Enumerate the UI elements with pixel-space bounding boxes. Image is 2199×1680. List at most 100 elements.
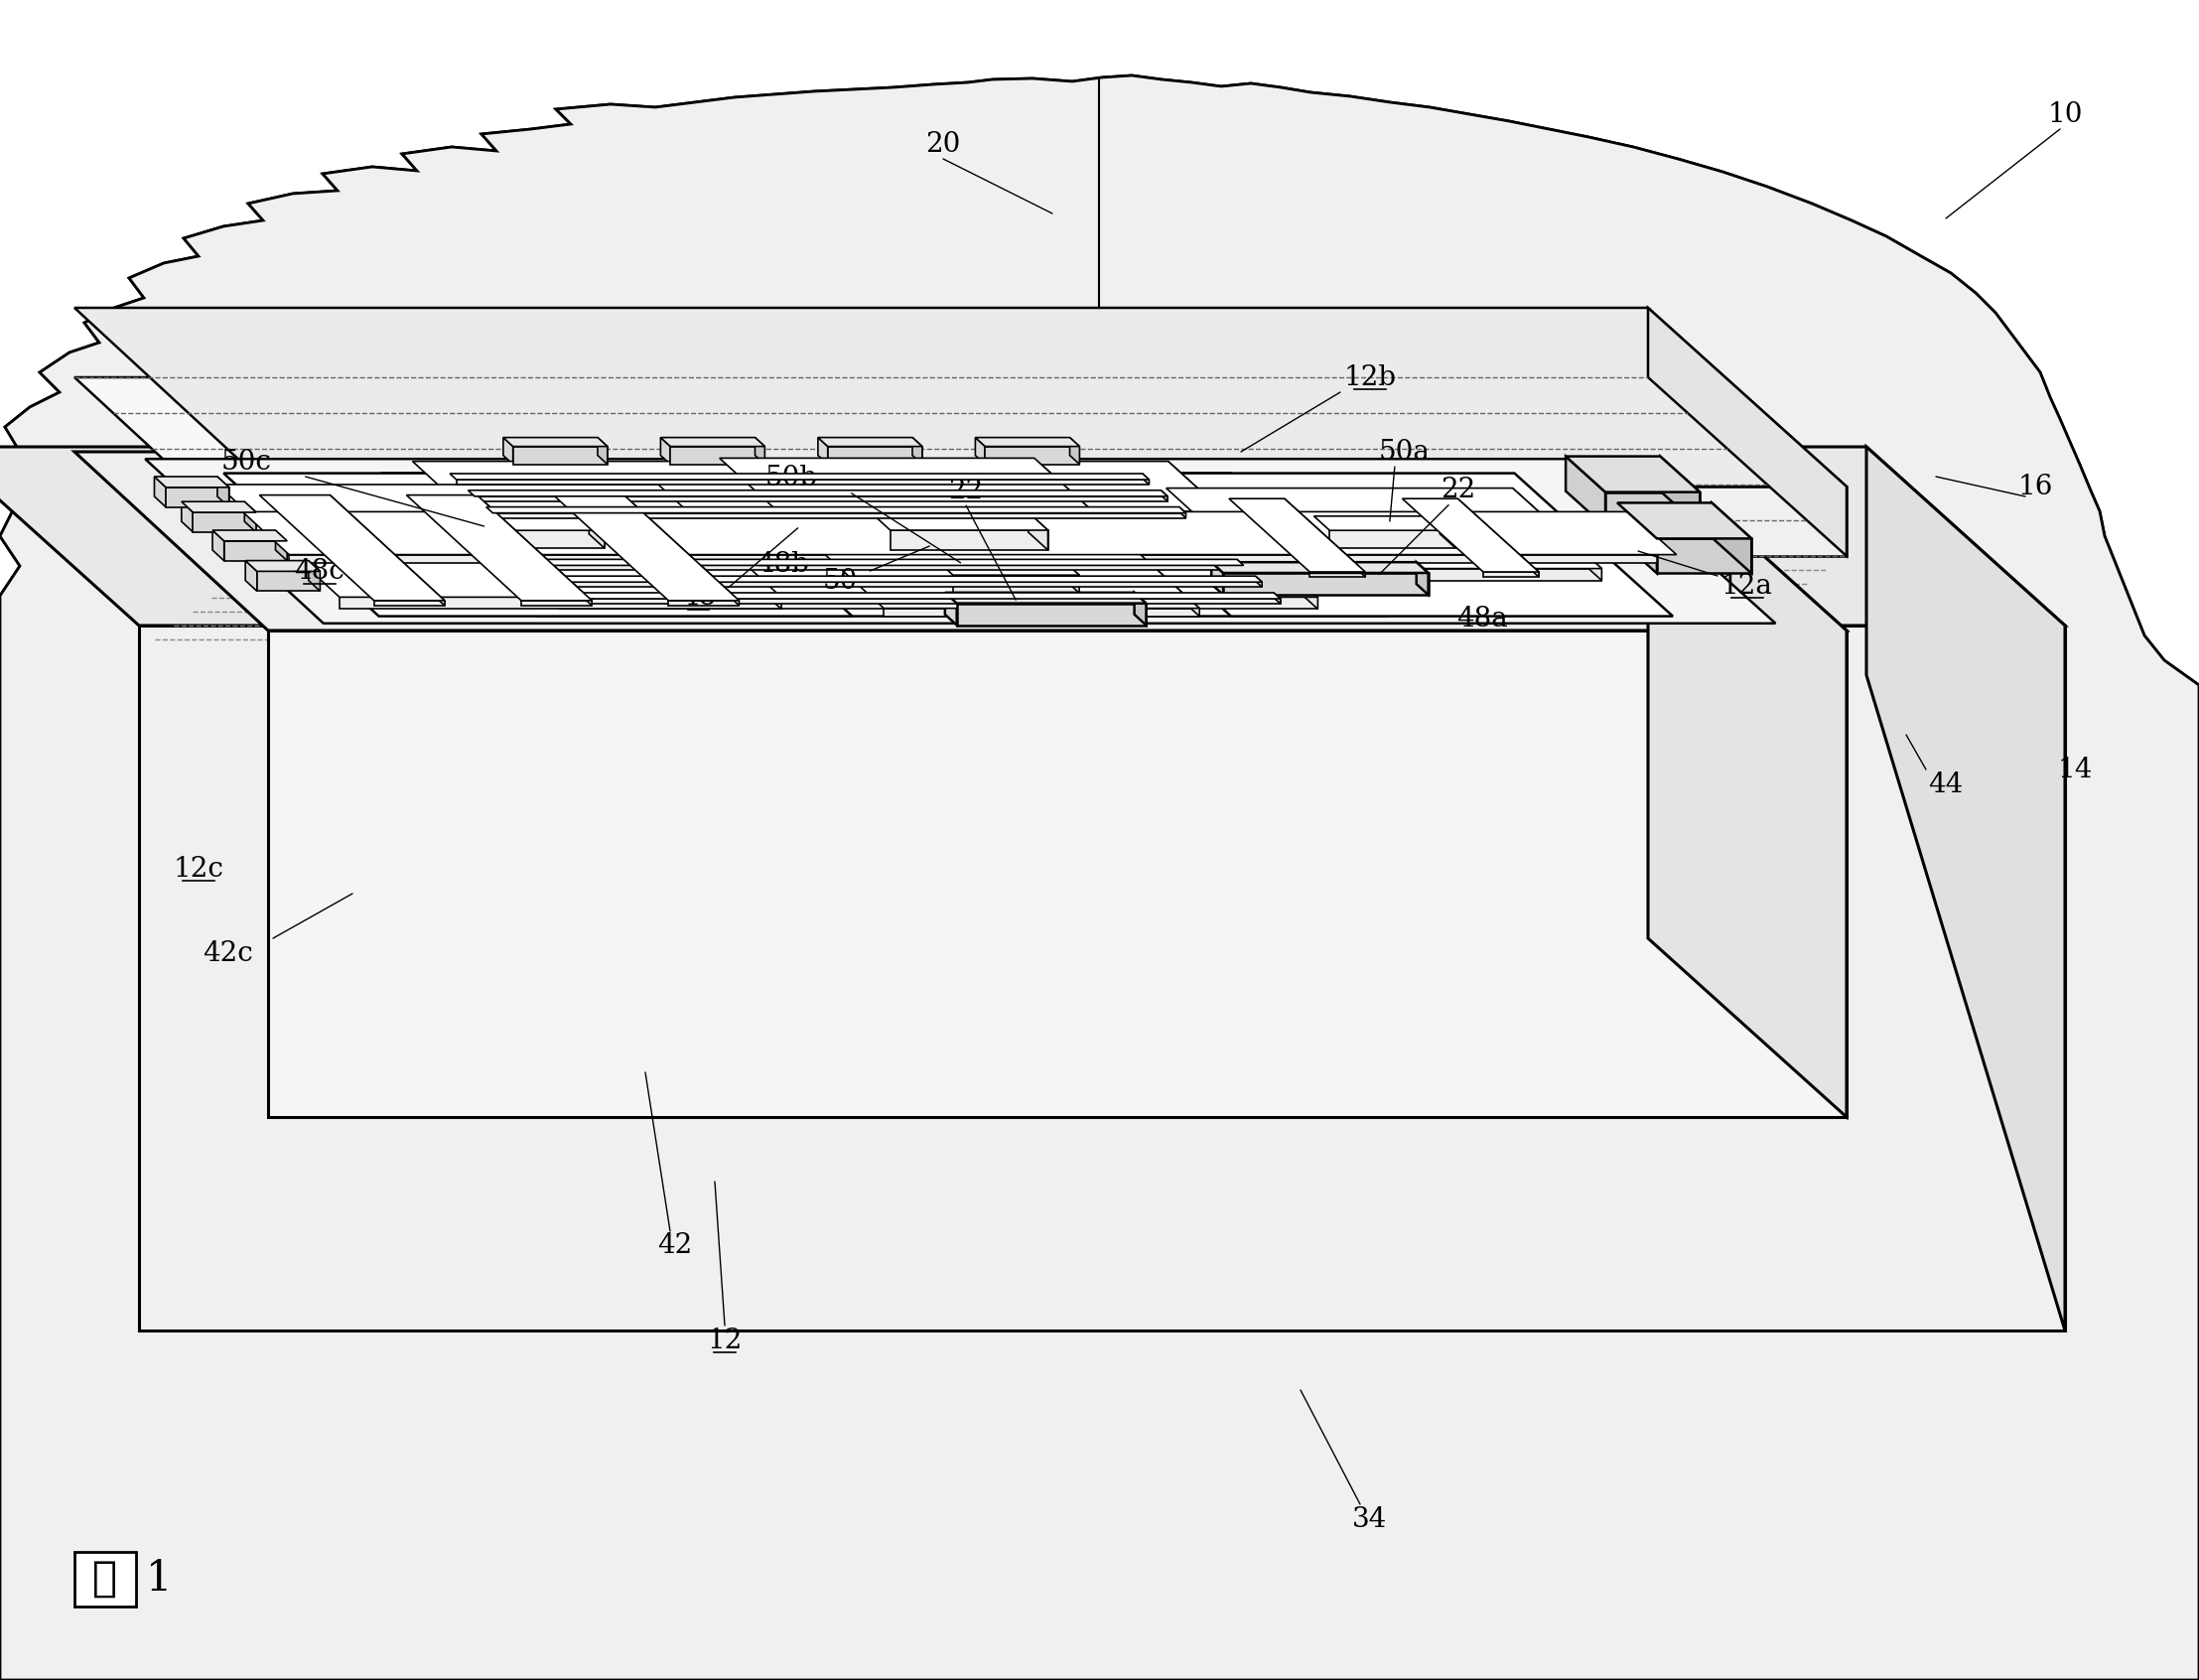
Polygon shape [561,596,1317,610]
Polygon shape [1073,474,1673,617]
Polygon shape [1223,573,1427,595]
Polygon shape [985,447,1080,464]
Polygon shape [976,437,1080,447]
Polygon shape [145,459,1775,623]
Polygon shape [493,512,1185,517]
Text: 12b: 12b [1344,365,1396,391]
Polygon shape [504,437,607,447]
Polygon shape [1212,563,1223,595]
Polygon shape [1311,571,1366,576]
Polygon shape [224,541,288,561]
Polygon shape [1179,507,1185,517]
Polygon shape [1161,491,1168,501]
Polygon shape [1064,561,1080,593]
Polygon shape [581,593,1280,598]
Text: 48b: 48b [756,551,809,578]
Polygon shape [1513,489,1601,581]
Polygon shape [0,76,2199,1680]
Text: 50a: 50a [1379,438,1429,465]
Polygon shape [1656,539,1750,573]
Polygon shape [224,474,853,617]
Text: 42: 42 [658,1233,693,1260]
Polygon shape [246,561,321,571]
Polygon shape [952,575,1080,593]
Polygon shape [504,437,512,464]
Polygon shape [1273,593,1280,603]
Polygon shape [464,516,605,531]
Polygon shape [512,447,607,464]
Polygon shape [75,452,1847,630]
Polygon shape [1647,307,1847,556]
Text: 12c: 12c [174,855,224,882]
Polygon shape [259,496,444,600]
Polygon shape [183,502,255,512]
Polygon shape [308,561,321,591]
Polygon shape [218,484,781,596]
Polygon shape [543,559,1245,566]
Polygon shape [554,496,739,600]
Polygon shape [194,512,255,533]
Polygon shape [224,474,1673,617]
Polygon shape [1256,568,1601,581]
Polygon shape [1867,447,2065,1331]
Text: 1: 1 [145,1557,172,1599]
Polygon shape [561,576,1262,581]
Polygon shape [486,507,1185,512]
Text: 图: 图 [92,1557,117,1599]
Polygon shape [1229,499,1366,571]
Polygon shape [719,459,1198,608]
Text: 12a: 12a [1722,573,1772,600]
Text: 50: 50 [822,568,858,595]
Polygon shape [1616,502,1656,573]
Text: 34: 34 [1352,1505,1388,1532]
Polygon shape [506,548,1317,596]
Polygon shape [550,566,1245,570]
Polygon shape [1711,502,1750,573]
Polygon shape [1069,437,1080,464]
Text: 44: 44 [1929,771,1964,798]
Polygon shape [660,437,671,464]
Polygon shape [1616,502,1750,539]
Polygon shape [246,561,257,591]
Polygon shape [218,477,229,507]
Polygon shape [380,474,1291,528]
Polygon shape [374,600,444,605]
Polygon shape [268,630,1847,1117]
Polygon shape [937,561,1080,575]
Polygon shape [330,496,444,605]
Bar [75,1552,136,1606]
Polygon shape [818,437,827,464]
Polygon shape [871,512,1049,531]
Polygon shape [477,496,592,605]
Polygon shape [1165,489,1601,568]
Polygon shape [668,600,739,605]
Polygon shape [154,477,229,487]
Polygon shape [1143,474,1150,484]
Polygon shape [1660,457,1700,528]
Polygon shape [1238,559,1245,570]
Polygon shape [479,531,605,548]
Polygon shape [1313,516,1456,531]
Polygon shape [242,512,1676,554]
Polygon shape [658,484,781,610]
Text: 50b: 50b [765,465,818,492]
Polygon shape [0,447,2065,625]
Polygon shape [1416,563,1427,595]
Polygon shape [946,593,1146,603]
Text: 48c: 48c [295,558,345,585]
Polygon shape [457,479,1150,484]
Polygon shape [244,502,255,533]
Text: 16: 16 [2019,474,2052,501]
Polygon shape [466,511,1223,522]
Polygon shape [407,496,592,600]
Text: 20: 20 [926,131,961,158]
Polygon shape [827,447,921,464]
Text: 22: 22 [1440,477,1476,504]
Polygon shape [957,603,1146,625]
Polygon shape [257,571,321,591]
Polygon shape [587,598,1280,603]
Polygon shape [1605,492,1700,528]
Polygon shape [946,593,957,625]
Polygon shape [1168,462,1223,522]
Text: 12: 12 [708,1327,743,1354]
